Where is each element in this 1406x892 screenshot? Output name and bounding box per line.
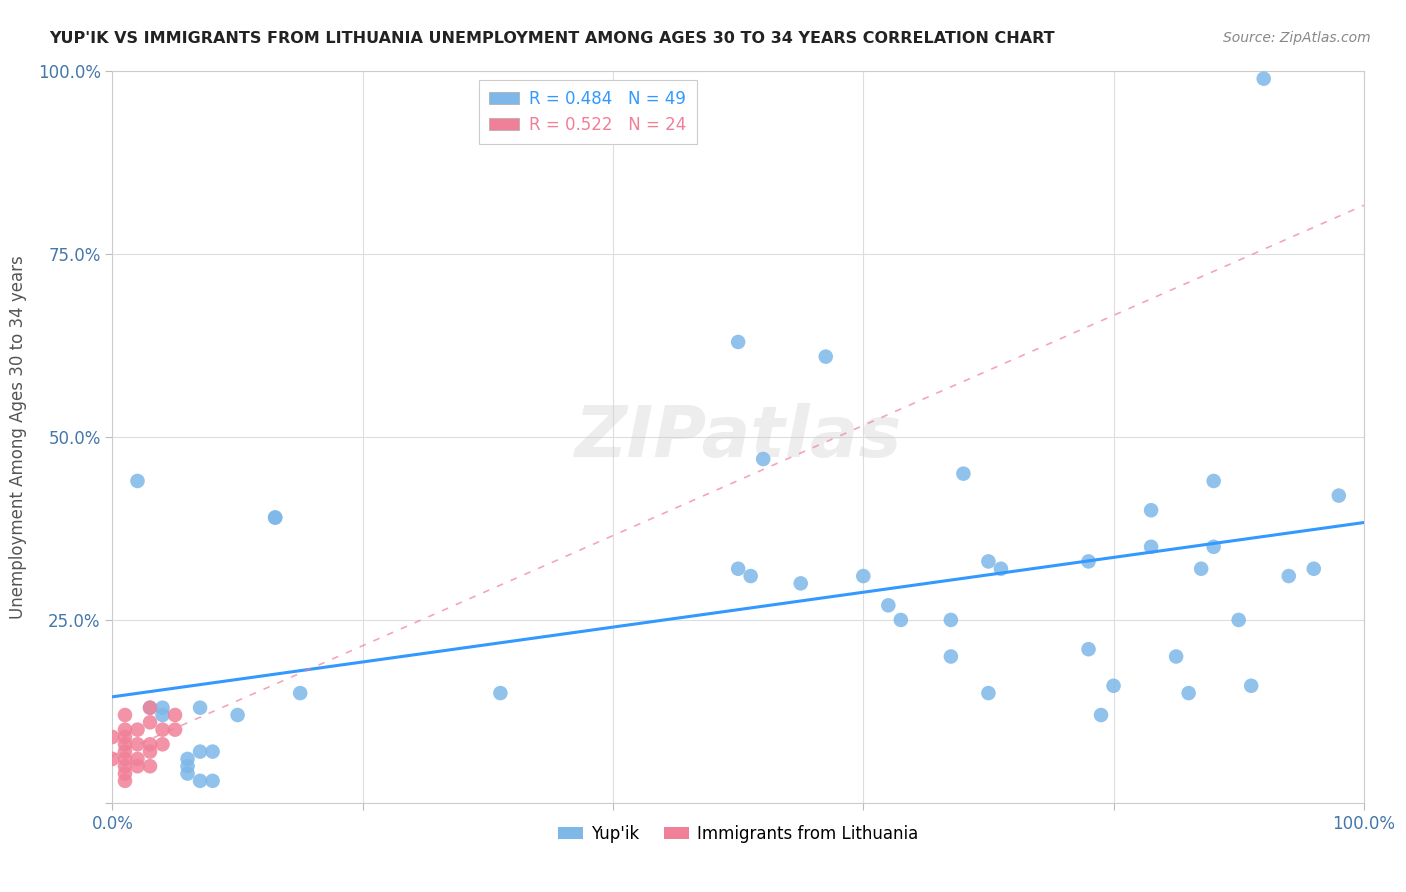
Point bbox=[163, 723, 186, 737]
Point bbox=[114, 759, 136, 773]
Point bbox=[152, 708, 174, 723]
Point bbox=[127, 752, 149, 766]
Point bbox=[226, 708, 249, 723]
Legend: Yup'ik, Immigrants from Lithuania: Yup'ik, Immigrants from Lithuania bbox=[551, 818, 925, 849]
Point bbox=[977, 554, 1000, 568]
Point bbox=[127, 474, 149, 488]
Text: ZIPatlas: ZIPatlas bbox=[575, 402, 901, 472]
Point bbox=[1077, 642, 1099, 657]
Point bbox=[1102, 679, 1125, 693]
Text: Source: ZipAtlas.com: Source: ZipAtlas.com bbox=[1223, 31, 1371, 45]
Point bbox=[139, 700, 162, 714]
Point bbox=[176, 752, 198, 766]
Point bbox=[114, 773, 136, 788]
Point bbox=[264, 510, 287, 524]
Point bbox=[977, 686, 1000, 700]
Point bbox=[139, 700, 162, 714]
Point bbox=[740, 569, 762, 583]
Point bbox=[852, 569, 875, 583]
Point bbox=[1278, 569, 1301, 583]
Point bbox=[163, 708, 186, 723]
Point bbox=[1077, 554, 1099, 568]
Point bbox=[939, 613, 962, 627]
Text: YUP'IK VS IMMIGRANTS FROM LITHUANIA UNEMPLOYMENT AMONG AGES 30 TO 34 YEARS CORRE: YUP'IK VS IMMIGRANTS FROM LITHUANIA UNEM… bbox=[49, 31, 1054, 46]
Point bbox=[101, 730, 124, 744]
Point bbox=[1140, 503, 1163, 517]
Point bbox=[952, 467, 974, 481]
Point bbox=[127, 737, 149, 751]
Point bbox=[1189, 562, 1212, 576]
Point bbox=[139, 759, 162, 773]
Point bbox=[939, 649, 962, 664]
Point bbox=[101, 752, 124, 766]
Point bbox=[1253, 71, 1275, 86]
Point bbox=[176, 759, 198, 773]
Point bbox=[114, 723, 136, 737]
Point bbox=[176, 766, 198, 780]
Point bbox=[127, 723, 149, 737]
Point bbox=[1164, 649, 1187, 664]
Point bbox=[1202, 540, 1225, 554]
Point bbox=[201, 745, 224, 759]
Point bbox=[152, 737, 174, 751]
Point bbox=[188, 745, 211, 759]
Point bbox=[127, 759, 149, 773]
Point bbox=[139, 737, 162, 751]
Point bbox=[1140, 540, 1163, 554]
Point bbox=[114, 730, 136, 744]
Point bbox=[114, 766, 136, 780]
Point bbox=[188, 700, 211, 714]
Y-axis label: Unemployment Among Ages 30 to 34 years: Unemployment Among Ages 30 to 34 years bbox=[8, 255, 27, 619]
Point bbox=[1177, 686, 1199, 700]
Point bbox=[727, 562, 749, 576]
Point bbox=[114, 708, 136, 723]
Point bbox=[1327, 489, 1350, 503]
Point bbox=[890, 613, 912, 627]
Point bbox=[790, 576, 813, 591]
Point bbox=[877, 599, 900, 613]
Point bbox=[1240, 679, 1263, 693]
Point bbox=[727, 334, 749, 349]
Point bbox=[201, 773, 224, 788]
Point bbox=[290, 686, 312, 700]
Point bbox=[152, 723, 174, 737]
Point bbox=[1090, 708, 1112, 723]
Point bbox=[139, 715, 162, 730]
Point bbox=[489, 686, 512, 700]
Point bbox=[752, 452, 775, 467]
Point bbox=[264, 510, 287, 524]
Point bbox=[114, 745, 136, 759]
Point bbox=[1227, 613, 1250, 627]
Point bbox=[114, 737, 136, 751]
Point bbox=[814, 350, 837, 364]
Point bbox=[188, 773, 211, 788]
Point bbox=[114, 752, 136, 766]
Point bbox=[152, 700, 174, 714]
Point bbox=[990, 562, 1012, 576]
Point bbox=[1202, 474, 1225, 488]
Point bbox=[1302, 562, 1324, 576]
Point bbox=[139, 745, 162, 759]
